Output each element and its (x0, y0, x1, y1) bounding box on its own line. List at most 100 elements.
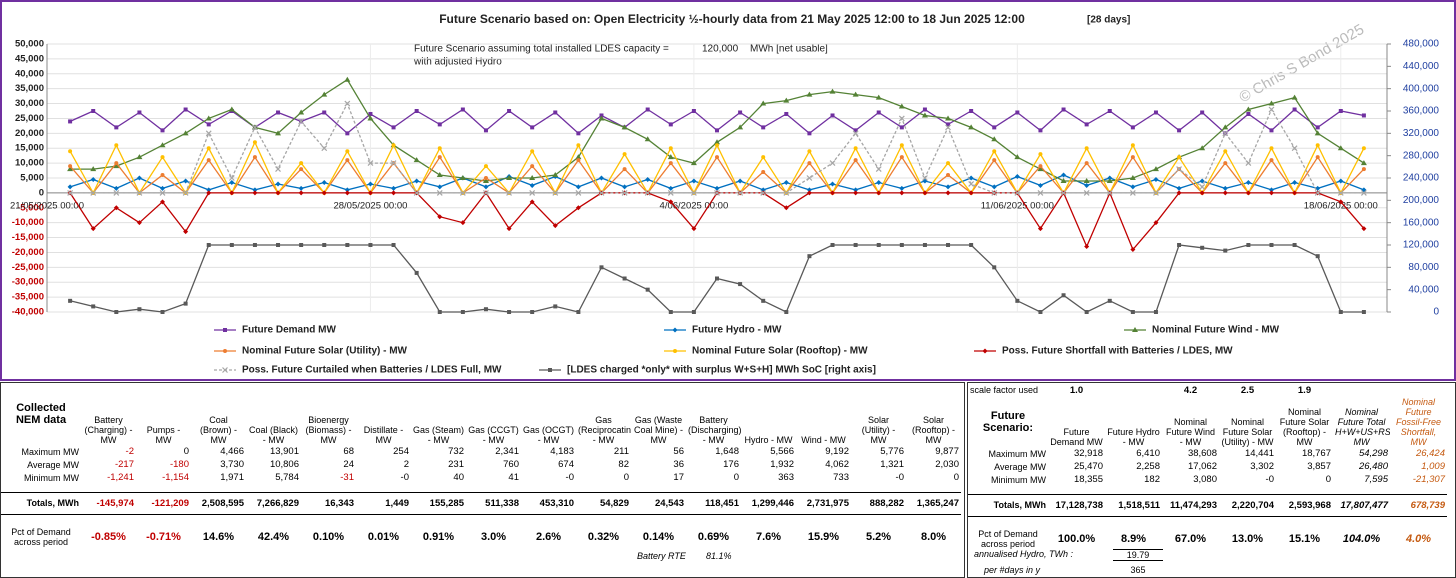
table: scale factor used 1.0 4.2 2.5 1.9 Future Scen… (968, 383, 1447, 556)
nem-table-box: Collected NEM data Battery (Charging) - M… (0, 382, 965, 578)
point (899, 243, 904, 247)
point (206, 243, 211, 247)
point (275, 190, 281, 196)
point (1061, 172, 1067, 178)
cell: 40 (453, 472, 464, 483)
point (829, 88, 836, 94)
spacer (968, 486, 1447, 494)
point (645, 287, 650, 292)
y2-tick-label: 320,000 (1403, 128, 1440, 139)
cell: 0 (953, 472, 959, 483)
point (761, 170, 766, 175)
point (1199, 184, 1206, 190)
y2-tick-label: 40,000 (1408, 284, 1439, 295)
data-row: Pct of Demand across period 100.0% 8.9% 67.… (968, 522, 1447, 556)
point (344, 100, 351, 107)
point (575, 205, 581, 211)
point (1338, 109, 1343, 113)
point (899, 143, 904, 148)
column-header: Coal (Black) - MW (248, 425, 298, 445)
point (991, 189, 998, 196)
x-tick-label: 11/06/2025 00:00 (981, 200, 1054, 211)
cell: 678,739 (1390, 493, 1447, 517)
point (136, 154, 143, 160)
row-label: Average MW (27, 459, 79, 470)
point (228, 175, 235, 181)
point (761, 298, 766, 303)
point (437, 155, 442, 160)
point (345, 158, 350, 163)
point (622, 276, 627, 281)
point (1361, 146, 1366, 151)
point (691, 109, 696, 113)
point (645, 176, 651, 182)
cell: 0 (623, 472, 629, 483)
point (738, 282, 743, 287)
point (575, 189, 582, 196)
point (90, 166, 97, 172)
annual-label: annualised Hydro, TWh : (974, 549, 1074, 559)
point (252, 190, 258, 196)
point (1222, 124, 1229, 130)
row-label: Minimum MW (24, 472, 79, 483)
point (1361, 167, 1366, 172)
point (946, 173, 951, 178)
point (228, 106, 235, 112)
point (91, 109, 96, 113)
legend-marker (673, 349, 677, 353)
cell: 254 (393, 446, 409, 457)
cell: 42.4% (257, 531, 290, 543)
column-header: Future Demand MW (1050, 427, 1103, 447)
point (1360, 189, 1367, 196)
cell: 453,310 (521, 491, 576, 515)
point (576, 143, 581, 148)
cell: 732 (448, 446, 464, 457)
point (1153, 310, 1158, 314)
column-header: Coal (Brown) - MW (199, 415, 237, 445)
point (1130, 143, 1135, 148)
point (922, 243, 927, 247)
point (206, 146, 211, 151)
point (413, 189, 420, 196)
cell: 17,807,477 (1333, 493, 1390, 517)
chart-subtitle: [28 days] (1087, 15, 1130, 26)
y-tick-label: 25,000 (15, 113, 44, 124)
point (1038, 152, 1043, 157)
y-tick-label: 45,000 (15, 53, 44, 64)
legend-label: [LDES charged *only* with surplus W+S+H]… (567, 365, 876, 376)
point (853, 187, 859, 193)
cell: 1,449 (356, 491, 411, 515)
y-tick-label: -35,000 (12, 292, 44, 303)
point (1315, 125, 1320, 130)
point (876, 190, 882, 196)
series (68, 155, 1366, 195)
x-tick-label: 28/05/2025 00:00 (333, 200, 407, 211)
cell: 182 (1144, 474, 1160, 485)
point (205, 115, 212, 121)
cell: 24 (343, 459, 354, 470)
cell: 1,365,247 (906, 491, 961, 515)
column-header: Nominal Future Wind - MW (1165, 417, 1216, 447)
y2-tick-label: 280,000 (1403, 150, 1440, 161)
y2-tick-label: 480,000 (1403, 39, 1440, 50)
legend-label: Nominal Future Solar (Rooftop) - MW (692, 346, 868, 357)
point (506, 189, 512, 196)
point (68, 119, 73, 124)
legend-label: Future Demand MW (242, 325, 336, 336)
point (437, 184, 443, 190)
point (644, 189, 651, 196)
cell: 2 (403, 459, 409, 470)
point (760, 189, 767, 196)
cell: 0.01% (367, 531, 400, 543)
point (391, 243, 396, 247)
cell: 0 (733, 472, 739, 483)
note-value: 81.1% (706, 551, 732, 561)
point (160, 128, 165, 133)
chart: Future Scenario based on: Open Electrici… (0, 0, 1456, 381)
point (114, 125, 119, 130)
annotation: Future Scenario assuming total installed… (414, 44, 669, 55)
point (113, 205, 119, 211)
point (90, 226, 96, 232)
cell: 5,566 (770, 446, 794, 457)
point (113, 185, 119, 191)
